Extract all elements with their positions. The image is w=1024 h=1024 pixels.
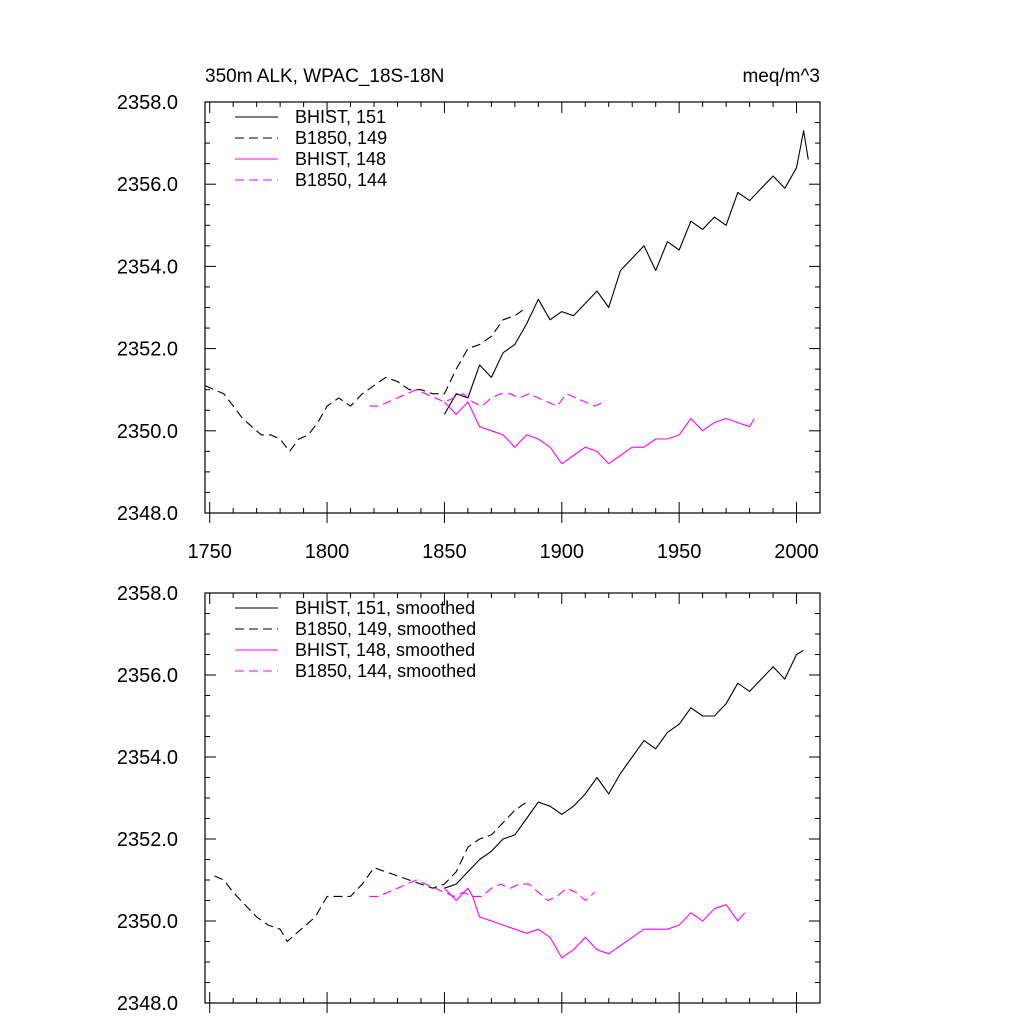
x-tick-label: 1950 [657, 541, 702, 563]
series-line-3 [444, 887, 746, 959]
chart-title: 350m ALK, WPAC_18S-18N [205, 66, 444, 87]
y-tick-label: 2354.0 [117, 256, 178, 278]
series-line-2 [204, 307, 527, 452]
y-tick-label: 2348.0 [117, 993, 178, 1015]
legend-label-1: BHIST, 151, smoothed [295, 598, 475, 618]
series-line-2 [214, 801, 527, 943]
y-tick-label: 2350.0 [117, 911, 178, 933]
legend-label-2: B1850, 149 [295, 128, 387, 148]
y-tick-label: 2356.0 [117, 174, 178, 196]
x-tick-label: 1800 [305, 541, 350, 563]
legend-label-2: B1850, 149, smoothed [295, 619, 476, 639]
legend-label-3: BHIST, 148, smoothed [295, 640, 475, 660]
y-tick-label: 2350.0 [117, 421, 178, 443]
y-tick-label: 2348.0 [117, 503, 178, 525]
y-tick-label: 2358.0 [117, 583, 178, 605]
y-tick-label: 2356.0 [117, 665, 178, 687]
series-line-1 [443, 130, 809, 415]
y-tick-label: 2358.0 [117, 92, 178, 114]
y-tick-label: 2352.0 [117, 829, 178, 851]
x-tick-label: 1750 [187, 541, 232, 563]
series-line-4 [369, 389, 605, 407]
series-line-1 [444, 649, 804, 889]
x-tick-label: 2000 [774, 541, 819, 563]
series-line-3 [444, 401, 755, 465]
y-tick-label: 2352.0 [117, 339, 178, 361]
legend-label-4: B1850, 144, smoothed [295, 661, 476, 681]
top-panel: 350m ALK, WPAC_18S-18N meq/m^3 2348.0 235… [117, 66, 821, 563]
y-tick-label: 2354.0 [117, 747, 178, 769]
units-label: meq/m^3 [742, 66, 820, 87]
x-tick-label: 1850 [422, 541, 467, 563]
legend-label-1: BHIST, 151 [295, 107, 386, 127]
series-line-4 [369, 879, 596, 902]
x-tick-label: 1900 [540, 541, 585, 563]
legend-label-4: B1850, 144 [295, 170, 387, 190]
legend-label-3: BHIST, 148 [295, 149, 386, 169]
bottom-panel: 2348.0 2350.0 2352.0 2354.0 2356.0 2358.0 BHIS… [117, 583, 821, 1015]
